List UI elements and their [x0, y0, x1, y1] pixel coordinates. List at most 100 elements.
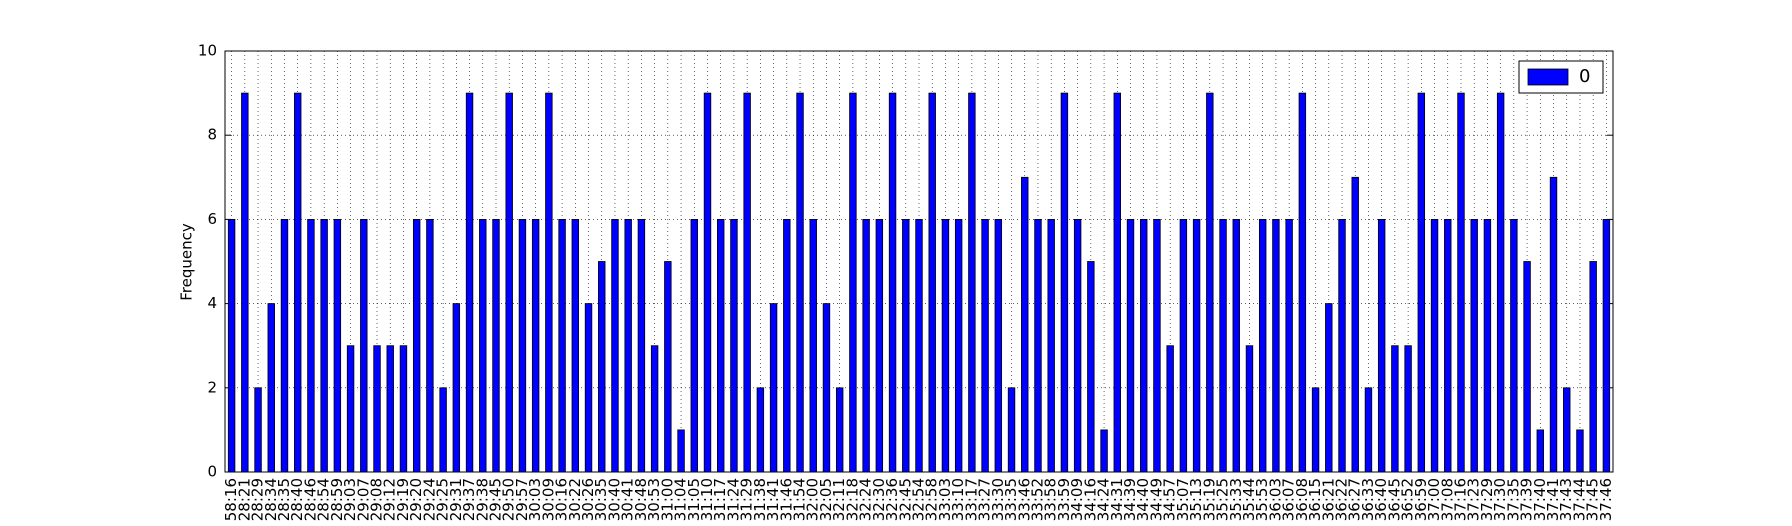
- x-tick-label: 30:40: [605, 478, 623, 521]
- x-tick-label: 29:07: [354, 478, 372, 521]
- bar: [849, 92, 857, 473]
- bar: [1364, 387, 1373, 473]
- x-tick-label: 29:19: [394, 478, 412, 521]
- bar: [743, 92, 751, 473]
- x-tick-label: 29:20: [407, 478, 425, 521]
- x-tick-label: 37:39: [1518, 478, 1536, 521]
- bar: [1021, 176, 1029, 473]
- x-tick-label: 58:16: [222, 478, 240, 521]
- bar: [1179, 218, 1188, 473]
- y-tick-label: 4: [207, 294, 217, 312]
- bar: [1417, 92, 1426, 473]
- x-tick-label: 28:35: [275, 478, 293, 521]
- bar: [346, 345, 355, 473]
- x-tick-label: 32:24: [857, 478, 875, 521]
- x-tick-label: 35:13: [1187, 478, 1205, 521]
- x-tick-label: 33:59: [1055, 478, 1073, 521]
- bar: [888, 92, 897, 473]
- x-tick-label: 34:31: [1108, 478, 1126, 521]
- x-tick-label: 34:16: [1081, 478, 1099, 521]
- bar: [954, 218, 963, 473]
- x-tick-label: 31:05: [685, 478, 703, 521]
- bar: [862, 218, 870, 473]
- x-tick-label: 37:00: [1425, 478, 1443, 521]
- y-tick-label: 6: [207, 210, 217, 228]
- x-tick-label: 29:37: [460, 478, 478, 521]
- x-tick-label: 37:45: [1584, 478, 1602, 521]
- x-tick-label: 36:33: [1359, 478, 1377, 521]
- x-tick-label: 34:57: [1161, 478, 1179, 521]
- bar: [1272, 218, 1280, 473]
- bar: [717, 218, 725, 473]
- bar: [1311, 387, 1320, 473]
- bar: [756, 387, 765, 473]
- x-tick-label: 32:05: [817, 478, 835, 521]
- x-tick-label: 37:16: [1451, 478, 1469, 521]
- bar: [293, 92, 302, 473]
- bar: [439, 387, 447, 473]
- bar: [690, 218, 698, 473]
- x-tick-label: 35:19: [1200, 478, 1218, 521]
- bar: [1576, 429, 1584, 473]
- x-tick-label: 36:03: [1266, 478, 1284, 521]
- bar: [1536, 429, 1545, 473]
- x-tick-label: 35:44: [1240, 478, 1258, 521]
- x-tick-label: 29:08: [368, 478, 386, 521]
- bar: [426, 218, 434, 473]
- x-tick-label: 29:50: [500, 478, 518, 521]
- x-tick-label: 36:21: [1319, 478, 1337, 521]
- bar: [730, 218, 738, 473]
- bar: [1153, 218, 1161, 473]
- bar: [1430, 218, 1439, 473]
- bar: [399, 345, 408, 473]
- x-tick-label: 30:26: [579, 478, 597, 521]
- bar: [664, 261, 672, 473]
- x-tick-label: 36:22: [1333, 478, 1351, 521]
- x-tick-label: 37:23: [1465, 478, 1483, 521]
- bar: [783, 218, 791, 473]
- bar: [1496, 92, 1505, 473]
- x-tick-label: 34:24: [1095, 478, 1113, 521]
- x-tick-label: 36:08: [1293, 478, 1311, 521]
- bar: [994, 218, 1003, 473]
- x-tick-label: 30:41: [619, 478, 637, 521]
- x-tick-label: 37:41: [1544, 478, 1562, 521]
- x-tick-label: 34:09: [1068, 478, 1086, 521]
- x-tick-label: 32:54: [910, 478, 928, 521]
- bar: [1100, 429, 1108, 473]
- y-tick-label: 10: [198, 42, 217, 60]
- bar: [1034, 218, 1042, 473]
- bar: [1351, 176, 1359, 473]
- x-tick-label: 30:53: [645, 478, 663, 521]
- bar: [584, 303, 593, 473]
- x-tick-label: 33:52: [1028, 478, 1046, 521]
- bar: [1298, 92, 1307, 473]
- bar: [624, 218, 632, 473]
- bar: [1047, 218, 1055, 473]
- x-tick-label: 28:40: [288, 478, 306, 521]
- bar: [1589, 261, 1597, 473]
- bar: [518, 218, 527, 473]
- x-tick-label: 31:46: [777, 478, 795, 521]
- bar: [1060, 92, 1069, 473]
- bar: [928, 92, 936, 473]
- x-tick-label: 37:40: [1531, 478, 1549, 521]
- bar: [505, 92, 513, 473]
- bar: [941, 218, 950, 473]
- bar: [333, 218, 342, 473]
- x-tick-label: 32:30: [870, 478, 888, 521]
- bar: [968, 92, 976, 473]
- bar: [1483, 218, 1492, 473]
- bar: [1219, 218, 1227, 473]
- y-tick-label: 8: [207, 126, 217, 144]
- x-tick-label: 29:24: [420, 478, 438, 521]
- y-tick-label: 0: [207, 463, 217, 481]
- bar: [822, 303, 831, 473]
- bar: [1073, 218, 1082, 473]
- bar: [373, 345, 381, 473]
- x-tick-label: 31:54: [791, 478, 809, 521]
- bar: [611, 218, 619, 473]
- bar: [1126, 218, 1135, 473]
- x-tick-label: 30:03: [526, 478, 544, 521]
